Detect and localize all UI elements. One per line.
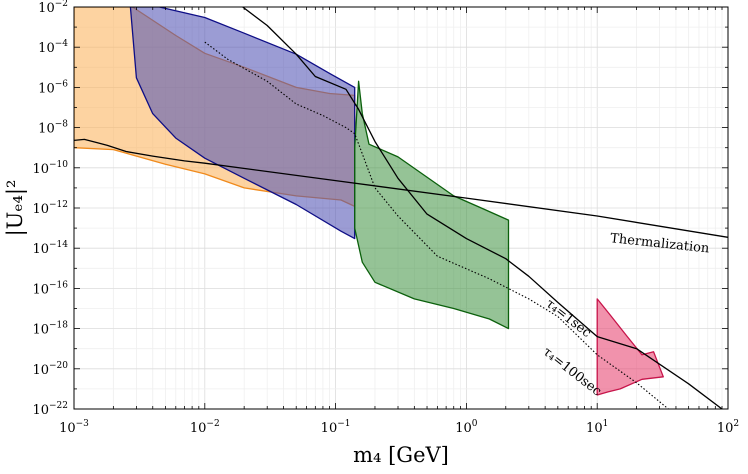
region-blue [129, 7, 356, 240]
curve-thermalization [74, 138, 728, 238]
y-tick-label: 10−2 [38, 0, 68, 16]
x-tick-label: 10−2 [190, 419, 220, 436]
ticks [73, 6, 729, 410]
y-tick-label: 10−4 [38, 39, 68, 56]
region-green [354, 80, 510, 330]
tick-labels: 10−3 10−2 10−1 100 101 102 10−22 10−20 10−18 10−1… [32, 0, 739, 436]
x-tick-label: 102 [717, 419, 739, 436]
y-tick-label: 10−6 [38, 79, 68, 96]
x-tick-label: 10−3 [59, 419, 89, 436]
x-axis-title: m₄ [GeV] [353, 443, 449, 467]
x-tick-label: 10−1 [321, 419, 351, 436]
y-tick-label: 10−18 [32, 321, 68, 338]
y-axis-title: |Uₑ₄|² [3, 180, 28, 237]
curve-tau-1sec [242, 7, 723, 409]
y-tick-label: 10−8 [38, 120, 68, 137]
y-tick-label: 10−20 [32, 361, 68, 378]
curves [74, 7, 728, 409]
y-tick-label: 10−12 [32, 200, 68, 217]
y-tick-label: 10−16 [32, 280, 68, 297]
x-tick-label: 100 [455, 419, 478, 436]
curve-tau-100sec [204, 41, 669, 409]
y-tick-label: 10−14 [32, 240, 68, 257]
y-tick-label: 10−22 [32, 401, 68, 418]
y-tick-label: 10−10 [32, 160, 68, 177]
x-tick-label: 101 [586, 419, 608, 436]
